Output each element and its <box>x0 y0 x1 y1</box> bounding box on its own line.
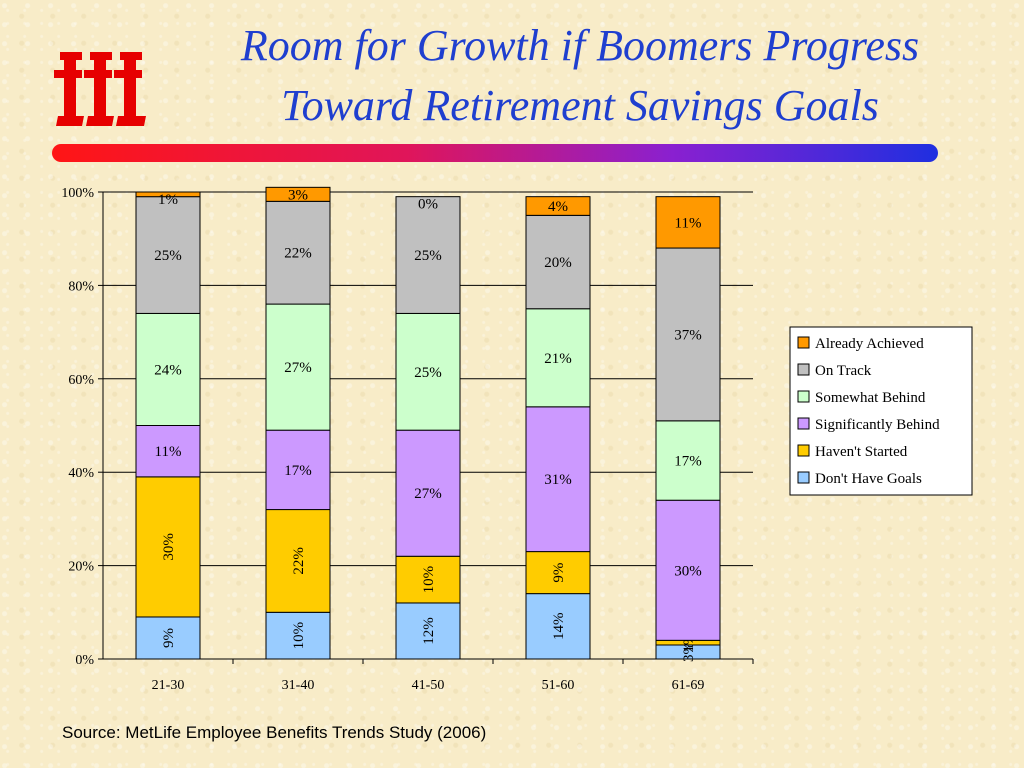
bar-segment <box>395 429 461 557</box>
data-label: 31% <box>544 472 572 488</box>
data-label: 22% <box>284 246 312 262</box>
legend-label: On Track <box>815 363 872 379</box>
legend-label: Somewhat Behind <box>815 390 926 406</box>
page-title: Room for Growth if Boomers Progress Towa… <box>160 16 1000 136</box>
data-label: 4% <box>548 199 568 215</box>
y-tick-label: 80% <box>68 279 94 294</box>
bar-segment <box>525 196 591 216</box>
data-label: 24% <box>154 362 182 378</box>
bar-segment <box>135 196 201 314</box>
bar-segment <box>525 308 591 408</box>
data-label: 25% <box>414 365 442 381</box>
data-label: 0% <box>418 197 438 213</box>
data-label: 9% <box>161 628 177 648</box>
x-tick-label: 61-69 <box>672 678 705 693</box>
bar-segment <box>265 303 331 431</box>
legend-swatch <box>797 417 810 430</box>
bar-segment <box>655 247 721 422</box>
y-tick-label: 100% <box>61 186 94 201</box>
data-label: 37% <box>674 327 702 343</box>
bar-segment <box>395 196 461 314</box>
bar-segment <box>265 200 331 305</box>
bar-segment <box>135 312 201 427</box>
source-note: Source: MetLife Employee Benefits Trends… <box>62 723 487 742</box>
legend-label: Haven't Started <box>815 444 908 460</box>
legend-box <box>789 326 973 496</box>
legend-swatch <box>797 336 810 349</box>
legend-swatch <box>797 471 810 484</box>
data-label: 25% <box>154 248 182 264</box>
legend-label: Already Achieved <box>815 336 924 352</box>
data-label: 11% <box>675 215 702 231</box>
bar-segment <box>265 186 331 202</box>
data-label: 21% <box>544 351 572 367</box>
data-label: 25% <box>414 248 442 264</box>
y-tick-label: 0% <box>75 653 94 668</box>
data-label: 3% <box>681 642 697 662</box>
data-label: 17% <box>674 454 702 470</box>
y-tick-label: 20% <box>68 560 94 575</box>
title-divider <box>52 144 938 162</box>
data-label: 1% <box>158 192 178 208</box>
data-label: 27% <box>414 486 442 502</box>
y-tick-label: 60% <box>68 373 94 388</box>
data-label: 17% <box>284 463 312 479</box>
data-label: 3% <box>288 187 308 203</box>
bar-segment <box>395 312 461 431</box>
bar-segment <box>525 406 591 553</box>
bar-segment <box>135 191 201 198</box>
bar-segment <box>395 555 461 604</box>
title-line-1: Room for Growth if Boomers Progress <box>240 21 920 70</box>
bar-segment <box>655 196 721 249</box>
title-line-2: Toward Retirement Savings Goals <box>281 81 879 130</box>
iii-logo-icon <box>54 52 146 126</box>
data-label: 10% <box>291 622 307 650</box>
legend-label: Significantly Behind <box>815 417 940 433</box>
x-tick-label: 21-30 <box>152 678 185 693</box>
data-label: 10% <box>421 566 437 594</box>
bar-segment <box>265 509 331 613</box>
data-label: 12% <box>421 617 437 645</box>
bar-segment <box>525 214 591 310</box>
data-label: 22% <box>291 547 307 575</box>
data-label: 30% <box>674 563 702 579</box>
bar-segment <box>655 499 721 641</box>
legend-swatch <box>797 390 810 403</box>
data-label: 20% <box>544 255 572 271</box>
data-label: 14% <box>551 613 567 641</box>
bar-segment <box>265 429 331 511</box>
data-label: 30% <box>161 533 177 561</box>
bar-segment <box>265 611 331 660</box>
x-tick-label: 51-60 <box>542 678 575 693</box>
legend-label: Don't Have Goals <box>815 471 922 487</box>
x-tick-label: 41-50 <box>412 678 445 693</box>
legend-swatch <box>797 363 810 376</box>
data-label: 11% <box>155 444 182 460</box>
x-tick-label: 31-40 <box>282 678 315 693</box>
y-tick-label: 40% <box>68 466 94 481</box>
data-label: 9% <box>551 563 567 583</box>
legend-swatch <box>797 444 810 457</box>
bar-segment <box>395 602 461 660</box>
data-label: 27% <box>284 360 312 376</box>
